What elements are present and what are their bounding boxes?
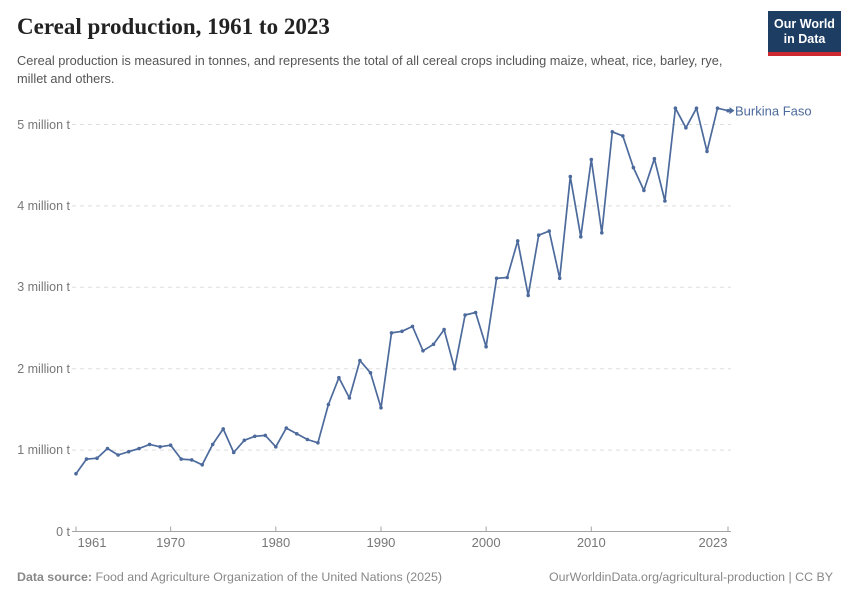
data-point[interactable]: [274, 445, 278, 449]
data-point[interactable]: [505, 275, 510, 280]
data-point[interactable]: [684, 126, 688, 130]
data-point[interactable]: [389, 331, 394, 335]
data-point[interactable]: [105, 446, 110, 451]
data-point[interactable]: [158, 445, 162, 449]
data-point[interactable]: [358, 358, 362, 363]
data-point[interactable]: [368, 371, 373, 375]
data-point[interactable]: [631, 165, 636, 170]
data-point[interactable]: [400, 329, 404, 334]
data-point[interactable]: [295, 432, 299, 436]
data-point[interactable]: [557, 276, 562, 281]
x-axis-label: 1990: [366, 535, 396, 550]
owid-logo-line1: Our World: [774, 17, 835, 31]
owid-url-link[interactable]: OurWorldinData.org/agricultural-producti…: [549, 570, 786, 584]
data-source-label: Data source:: [17, 570, 93, 584]
data-point[interactable]: [642, 188, 646, 193]
data-point[interactable]: [137, 446, 141, 451]
y-axis-label: 3 million t: [17, 280, 70, 295]
data-point[interactable]: [410, 324, 415, 329]
data-point[interactable]: [263, 433, 268, 438]
cc-by-link[interactable]: CC BY: [795, 570, 833, 584]
data-point[interactable]: [95, 456, 99, 461]
series-label-burkina-faso[interactable]: Burkina Faso: [735, 103, 812, 119]
data-point[interactable]: [568, 174, 573, 179]
data-point[interactable]: [316, 441, 320, 445]
footer-separator: |: [785, 570, 796, 584]
y-axis-label: 1 million t: [17, 443, 70, 458]
data-point[interactable]: [726, 108, 730, 113]
owid-logo-line2: in Data: [783, 32, 826, 46]
data-point[interactable]: [253, 434, 257, 439]
y-axis-label: 2 million t: [17, 361, 70, 376]
data-point[interactable]: [600, 231, 604, 235]
data-point[interactable]: [116, 453, 120, 457]
data-point[interactable]: [579, 235, 583, 239]
x-axis-label: 1961: [77, 535, 107, 550]
label-arrow: [729, 107, 735, 115]
page-title: Cereal production, 1961 to 2023: [17, 14, 330, 39]
owid-logo[interactable]: Our World in Data: [768, 11, 841, 56]
data-point[interactable]: [452, 366, 457, 371]
data-point[interactable]: [547, 229, 551, 233]
x-axis-label: 2000: [471, 535, 501, 550]
data-point[interactable]: [463, 313, 467, 317]
data-point[interactable]: [84, 457, 89, 461]
data-point[interactable]: [515, 239, 520, 243]
data-source: Data source: Food and Agriculture Organi…: [17, 570, 442, 584]
data-point[interactable]: [610, 130, 615, 134]
data-point[interactable]: [284, 426, 289, 430]
footer-links: OurWorldinData.org/agricultural-producti…: [549, 570, 833, 584]
data-point[interactable]: [536, 233, 541, 237]
data-point[interactable]: [189, 458, 194, 462]
data-source-text: Food and Agriculture Organization of the…: [92, 570, 442, 584]
data-point[interactable]: [526, 293, 530, 298]
data-point[interactable]: [421, 349, 425, 353]
data-point[interactable]: [673, 106, 678, 110]
data-point[interactable]: [305, 437, 310, 442]
data-point[interactable]: [168, 443, 173, 448]
y-axis-label: 4 million t: [17, 198, 70, 213]
data-point[interactable]: [326, 402, 331, 407]
data-point[interactable]: [242, 438, 247, 443]
data-point[interactable]: [715, 106, 720, 110]
data-line-burkina-faso[interactable]: [75, 107, 729, 475]
data-point[interactable]: [221, 427, 225, 431]
data-point[interactable]: [694, 106, 699, 110]
chart-footer: Data source: Food and Agriculture Organi…: [17, 570, 833, 584]
data-point[interactable]: [179, 457, 183, 461]
data-point[interactable]: [663, 199, 667, 203]
x-axis-label: 2010: [576, 535, 606, 550]
x-axis-label: 1980: [261, 535, 291, 550]
data-point[interactable]: [379, 406, 383, 410]
data-point[interactable]: [442, 327, 446, 332]
data-point[interactable]: [74, 471, 78, 476]
x-axis-label: 2023: [698, 535, 728, 550]
chart-subtitle: Cereal production is measured in tonnes,…: [17, 53, 723, 86]
data-point[interactable]: [200, 463, 204, 467]
data-point[interactable]: [652, 156, 657, 161]
y-axis-label: 5 million t: [17, 117, 70, 132]
data-point[interactable]: [473, 310, 478, 315]
y-axis-label: 0 t: [56, 524, 70, 539]
x-axis-label: 1970: [156, 535, 186, 550]
data-point[interactable]: [210, 442, 215, 447]
data-point[interactable]: [705, 149, 709, 154]
data-point[interactable]: [231, 450, 236, 455]
data-point[interactable]: [494, 276, 499, 281]
data-point[interactable]: [147, 442, 152, 447]
data-point[interactable]: [337, 375, 341, 380]
data-point[interactable]: [484, 344, 488, 349]
data-point[interactable]: [126, 449, 131, 454]
data-point[interactable]: [621, 134, 625, 138]
data-point[interactable]: [589, 157, 594, 162]
data-point[interactable]: [431, 342, 436, 347]
data-point[interactable]: [347, 396, 352, 400]
